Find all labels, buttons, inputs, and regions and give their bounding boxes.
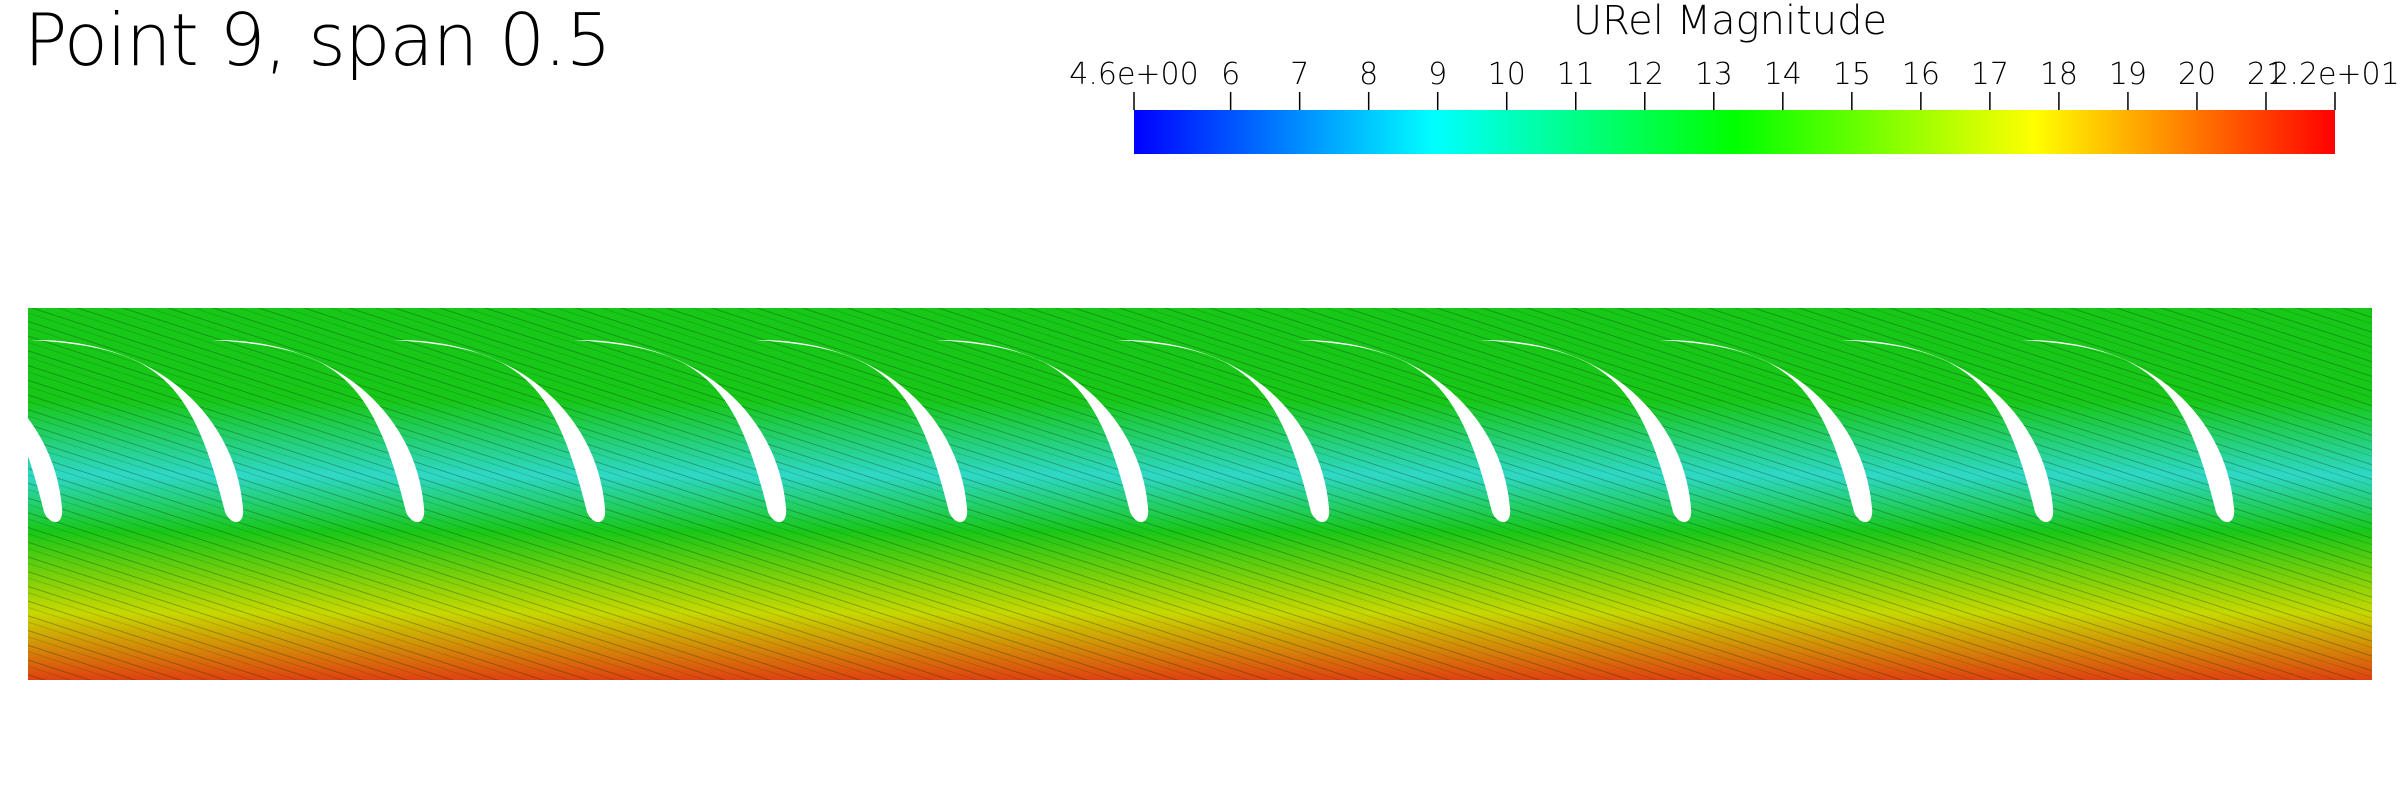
blade-12 xyxy=(1841,339,2054,523)
blade-6 xyxy=(755,339,968,523)
blade-7 xyxy=(936,339,1149,523)
blade-13 xyxy=(2022,339,2235,523)
colorbar-tick-label: 17 xyxy=(1971,57,2009,92)
colorbar-tick-label: 13 xyxy=(1695,57,1733,92)
blade-5 xyxy=(574,339,787,523)
colorbar-tick-label: 4.6e+00 xyxy=(1069,57,1198,92)
colorbar-tick-label: 8 xyxy=(1359,57,1378,92)
blade-11 xyxy=(1660,339,1873,523)
blade-3 xyxy=(212,339,425,523)
colorbar-tick-label: 11 xyxy=(1557,57,1595,92)
colorbar-title: URel Magnitude xyxy=(1572,0,1888,44)
blade-2 xyxy=(31,339,244,523)
colorbar: 4.6e+00 6 7 8 9 10 11 12 13 14 15 16 17 18 19 20 212.2e+… xyxy=(1069,57,2400,154)
streamlines xyxy=(28,308,2372,680)
colorbar-tick-label: 9 xyxy=(1428,57,1447,92)
colorbar-tick-label: 6 xyxy=(1221,57,1240,92)
colorbar-tick-label: 21 xyxy=(2247,57,2285,92)
colorbar-tick-label: 12 xyxy=(1626,57,1664,92)
colorbar-tick-label: 2.2e+01 xyxy=(2270,57,2399,92)
colorbar-tick-label: 18 xyxy=(2040,57,2078,92)
colorbar-tick-label: 19 xyxy=(2109,57,2147,92)
colorbar-tick-label: 14 xyxy=(1764,57,1802,92)
colorbar-tick-label: 16 xyxy=(1902,57,1940,92)
blade-8 xyxy=(1117,339,1330,523)
colorbar-tick-label: 7 xyxy=(1290,57,1309,92)
colorbar-tick-label: 15 xyxy=(1833,57,1871,92)
colorbar-gradient xyxy=(1134,110,2335,154)
blade-10 xyxy=(1479,339,1692,523)
blade-9 xyxy=(1298,339,1511,523)
plot-title: Point 9, span 0.5 xyxy=(24,0,612,82)
colorbar-tick-label: 10 xyxy=(1488,57,1526,92)
blade-4 xyxy=(393,339,606,523)
colorbar-tick-label: 20 xyxy=(2178,57,2216,92)
blade-1 xyxy=(28,418,63,522)
